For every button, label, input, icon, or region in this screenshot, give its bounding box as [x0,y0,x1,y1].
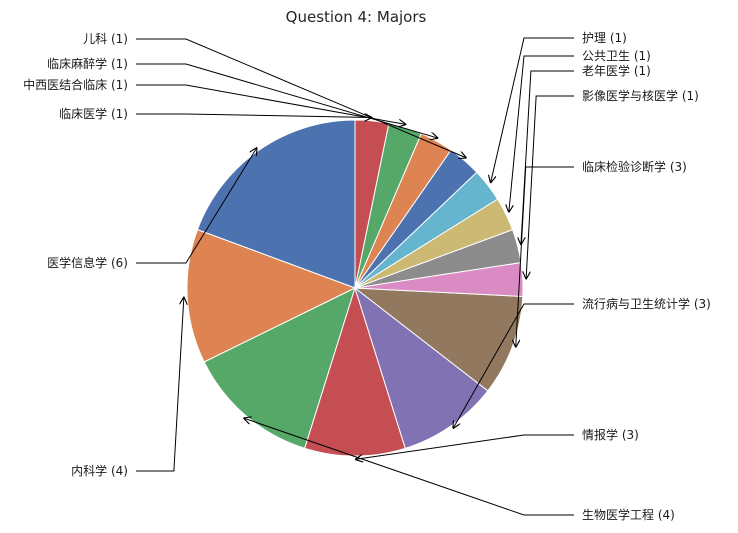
slice-label: 护理 (1) [582,31,627,45]
leader-arrow [136,297,184,472]
slice-label: 临床医学 (1) [59,106,128,121]
slice-label: 公共卫生 (1) [582,49,651,63]
slice-label: 儿科 (1) [83,32,128,46]
leader-arrow [136,147,257,264]
slice-label: 临床麻醉学 (1) [47,56,128,71]
leader-arrow [509,55,574,213]
leader-arrow [453,303,574,429]
leader-arrow [243,418,574,516]
leader-arrow [136,84,406,125]
leader-arrow [516,166,574,348]
slice-label: 内科学 (4) [71,463,128,478]
pie-slice [203,287,356,449]
leader-arrow [526,95,574,279]
leader-arrow [491,37,574,183]
chart-title: Question 4: Majors [286,8,427,26]
leader-arrow [136,114,372,118]
pie-slice [196,119,356,289]
slice-label: 临床检验诊断学 (3) [582,159,687,174]
slice-label: 生物医学工程 (4) [582,507,675,522]
slice-label: 流行病与卫生统计学 (3) [582,296,711,311]
slice-labels: 医学信息学 (6) 内科学 (4) 生物医学工程 (4) 情报学 (3) 流行病与卫生统… [23,31,711,522]
leader-lines [136,37,574,516]
leader-arrow [355,434,574,459]
slice-label: 老年医学 (1) [582,63,651,78]
leader-arrow [521,70,574,245]
pie-slice [354,286,489,449]
leader-arrow [136,63,438,138]
slice-label: 影像医学与核医学 (1) [582,88,699,103]
slice-label: 中西医结合临床 (1) [23,77,128,92]
pie-slices [186,119,524,457]
slice-label: 情报学 (3) [582,427,639,442]
slice-label: 医学信息学 (6) [47,255,128,270]
